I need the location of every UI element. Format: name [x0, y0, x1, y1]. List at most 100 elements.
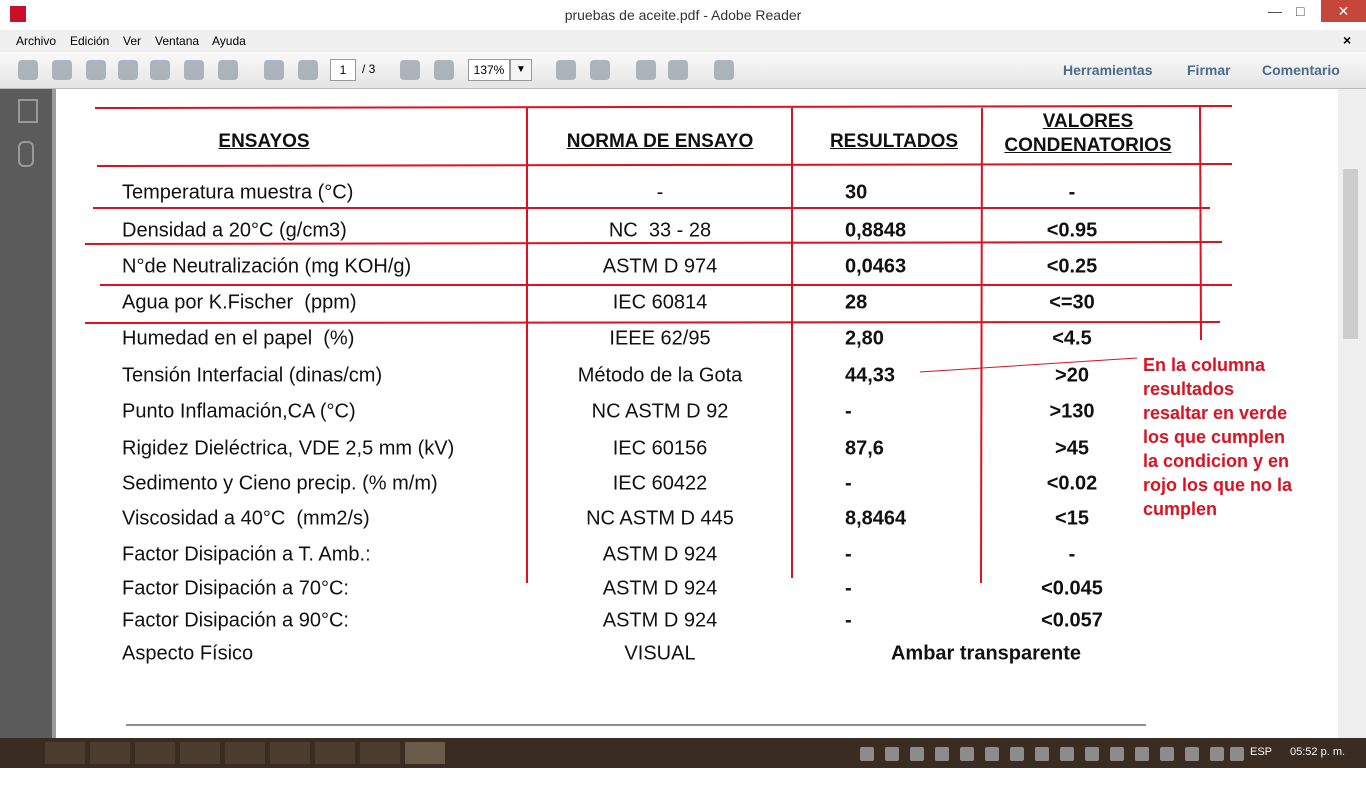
- cell-resultado: 30: [845, 181, 868, 204]
- tray-icon[interactable]: [1185, 747, 1199, 761]
- tool-button[interactable]: [218, 60, 238, 80]
- close[interactable]: ✕: [1321, 0, 1366, 22]
- cell-ensayo: Factor Disipación a 70°C:: [122, 577, 349, 600]
- taskbar-app[interactable]: [225, 742, 265, 764]
- page-input[interactable]: 1: [330, 59, 356, 81]
- cell-valor: <=30: [1049, 291, 1095, 314]
- tool-button[interactable]: [590, 60, 610, 80]
- cell-resultado: -: [845, 609, 852, 632]
- tool-button[interactable]: [184, 60, 204, 80]
- tray-icon[interactable]: [1035, 747, 1049, 761]
- panel-link[interactable]: Comentario: [1262, 62, 1340, 78]
- tool-button[interactable]: [400, 60, 420, 80]
- taskbar-app[interactable]: [360, 742, 400, 764]
- cell-ensayo: Humedad en el papel (%): [122, 327, 355, 350]
- menu-item[interactable]: Ayuda: [212, 34, 246, 48]
- tool-button[interactable]: [636, 60, 656, 80]
- close-doc[interactable]: ×: [1343, 32, 1352, 48]
- cell-ensayo: Factor Disipación a T. Amb.:: [122, 543, 371, 566]
- note-line: la condicion y en: [1143, 451, 1290, 471]
- cell-resultado: 0,0463: [845, 255, 907, 278]
- cell-valor: <15: [1055, 507, 1089, 530]
- cell-resultado: 87,6: [845, 437, 884, 460]
- tray-icon[interactable]: [1110, 747, 1124, 761]
- menu-item[interactable]: Ventana: [155, 34, 200, 48]
- window-title: pruebas de aceite.pdf - Adobe Reader: [564, 7, 802, 23]
- tray-icon[interactable]: [1135, 747, 1149, 761]
- taskbar-app[interactable]: [315, 742, 355, 764]
- menu-item[interactable]: Edición: [70, 34, 110, 48]
- taskbar-app[interactable]: [405, 742, 445, 764]
- tray-icon[interactable]: [935, 747, 949, 761]
- cell-resultado: 2,80: [845, 327, 884, 350]
- tray-icon[interactable]: [960, 747, 974, 761]
- tool-button[interactable]: [298, 60, 318, 80]
- zoom-dropdown[interactable]: ▼: [510, 59, 532, 81]
- panel-link[interactable]: Firmar: [1187, 62, 1231, 78]
- scroll-thumb[interactable]: [1343, 169, 1358, 339]
- tool-button[interactable]: [86, 60, 106, 80]
- scrollbar[interactable]: [1338, 89, 1366, 738]
- tool-button[interactable]: [434, 60, 454, 80]
- tray-icon[interactable]: [885, 747, 899, 761]
- page-total: / 3: [362, 62, 376, 76]
- cell-ensayo: Viscosidad a 40°C (mm2/s): [122, 507, 370, 530]
- menu-item[interactable]: Archivo: [16, 34, 57, 48]
- tool-button[interactable]: [52, 60, 72, 80]
- tray-icon[interactable]: [1010, 747, 1024, 761]
- tray-icon[interactable]: [910, 747, 924, 761]
- cell-norma: ASTM D 924: [602, 543, 718, 566]
- maximize[interactable]: □: [1296, 3, 1305, 19]
- cell-ensayo: Factor Disipación a 90°C:: [122, 609, 349, 632]
- cell-ensayo: N°de Neutralización (mg KOH/g): [122, 255, 412, 278]
- cell-valor: <0.057: [1041, 609, 1103, 632]
- cell-valor: <0.045: [1041, 577, 1103, 600]
- tool-button[interactable]: [150, 60, 170, 80]
- minimize[interactable]: —: [1268, 3, 1282, 19]
- language[interactable]: ESP: [1250, 746, 1273, 758]
- tray-icon[interactable]: [1160, 747, 1174, 761]
- column-header: VALORES CONDENATORIOS: [1004, 111, 1172, 156]
- taskbar-app[interactable]: [270, 742, 310, 764]
- cell-valor: <0.02: [1046, 472, 1098, 495]
- tool-button[interactable]: [264, 60, 284, 80]
- cell-ensayo: Punto Inflamación,CA (°C): [122, 400, 356, 423]
- attach-icon[interactable]: [18, 141, 34, 167]
- tool-button[interactable]: [556, 60, 576, 80]
- taskbar-app[interactable]: [45, 742, 85, 764]
- cell-norma: NC ASTM D 445: [586, 507, 734, 530]
- zoom-input[interactable]: 137%: [468, 59, 510, 81]
- cell-ensayo: Rigidez Dieléctrica, VDE 2,5 mm (kV): [122, 437, 455, 460]
- pages-icon[interactable]: [18, 99, 38, 123]
- cell-valor: >20: [1055, 364, 1089, 387]
- tool-button[interactable]: [18, 60, 38, 80]
- cell-valor: >45: [1055, 437, 1089, 460]
- tray-icon[interactable]: [985, 747, 999, 761]
- tray-icon[interactable]: [1210, 747, 1224, 761]
- toolbar: 1 / 3 137% ▼ Herramientas Firmar Comentari…: [0, 52, 1366, 89]
- cell-norma: NC ASTM D 92: [591, 400, 729, 423]
- panel-link[interactable]: Herramientas: [1063, 62, 1153, 78]
- cell-valor: >130: [1049, 400, 1095, 423]
- cell-ensayo: Sedimento y Cieno precip. (% m/m): [122, 472, 438, 495]
- tray-icon[interactable]: [1230, 747, 1244, 761]
- taskbar-app[interactable]: [180, 742, 220, 764]
- tool-button[interactable]: [668, 60, 688, 80]
- tray-icon[interactable]: [1085, 747, 1099, 761]
- cell-resultado: 0,8848: [845, 219, 907, 242]
- taskbar-app[interactable]: [90, 742, 130, 764]
- cell-resultado: 28: [845, 291, 868, 314]
- tool-button[interactable]: [118, 60, 138, 80]
- cell-ensayo: Agua por K.Fischer (ppm): [122, 291, 357, 314]
- clock[interactable]: 05:52 p. m.: [1290, 746, 1346, 758]
- cell-norma: IEC 60422: [612, 472, 708, 495]
- title-bar: pruebas de aceite.pdf - Adobe Reader — □…: [0, 0, 1366, 30]
- tool-button[interactable]: [714, 60, 734, 80]
- menu-item[interactable]: Ver: [123, 34, 142, 48]
- cell-ensayo: Aspecto Físico: [122, 642, 254, 665]
- tray-icon[interactable]: [860, 747, 874, 761]
- taskbar-app[interactable]: [135, 742, 175, 764]
- tray-icon[interactable]: [1060, 747, 1074, 761]
- page-edge: [52, 89, 56, 738]
- cell-ensayo: Tensión Interfacial (dinas/cm): [122, 364, 383, 387]
